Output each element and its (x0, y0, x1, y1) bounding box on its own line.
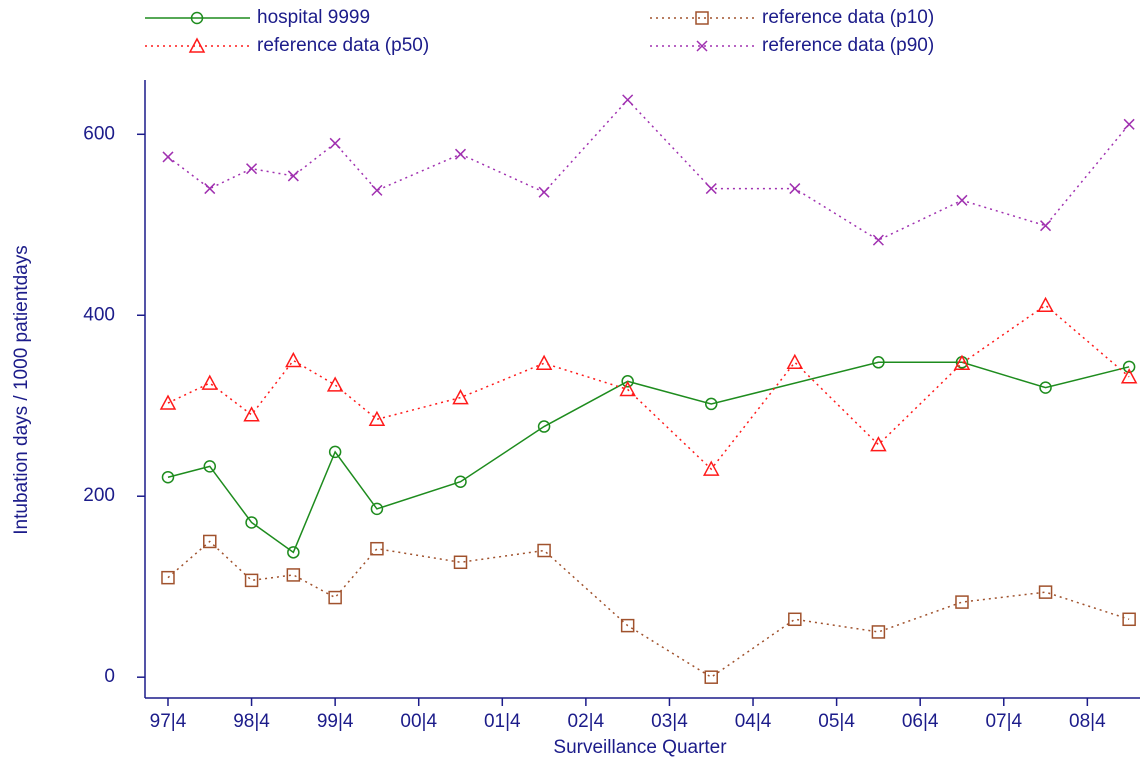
x-tick-label: 01|4 (484, 711, 521, 732)
marker (695, 11, 709, 25)
marker (537, 543, 551, 558)
x-tick-label: 02|4 (568, 711, 605, 732)
marker (1040, 220, 1052, 232)
marker (188, 37, 206, 53)
marker (788, 612, 802, 627)
x-tick-label: 08|4 (1069, 711, 1106, 732)
marker (535, 354, 553, 370)
marker (452, 389, 469, 405)
marker (786, 353, 804, 370)
y-tick-label: 0 (104, 666, 115, 687)
marker (702, 460, 720, 476)
x-tick-label: 97|4 (150, 711, 187, 732)
x-tick-label: 04|4 (735, 711, 772, 732)
x-tick-label: 98|4 (233, 711, 270, 732)
legend-label: reference data (p10) (762, 7, 934, 28)
marker (956, 194, 968, 206)
marker (285, 351, 302, 368)
marker (368, 410, 386, 427)
y-tick-label: 600 (83, 123, 115, 144)
y-tick-label: 400 (83, 304, 115, 325)
marker (287, 170, 299, 182)
marker (245, 516, 258, 529)
marker (620, 618, 635, 633)
series-line (167, 98, 1130, 242)
marker (872, 234, 884, 246)
marker (1122, 360, 1136, 374)
legend-label: hospital 9999 (257, 7, 370, 28)
marker (203, 534, 217, 549)
marker (1039, 381, 1052, 394)
marker (953, 354, 971, 370)
x-tick-label: 06|4 (902, 711, 939, 732)
x-tick-label: 07|4 (985, 711, 1022, 732)
marker (537, 420, 551, 433)
marker (370, 502, 384, 516)
marker (454, 475, 467, 488)
marker (453, 555, 468, 570)
marker (328, 445, 342, 459)
marker (1120, 368, 1138, 384)
marker (955, 595, 969, 609)
marker (162, 151, 174, 163)
marker (705, 183, 717, 195)
series-line (167, 361, 1130, 554)
marker (704, 397, 718, 411)
marker (371, 184, 383, 196)
marker (1122, 612, 1136, 627)
marker (871, 625, 886, 639)
legend-label: reference data (p90) (762, 35, 934, 56)
marker (538, 186, 550, 198)
marker (870, 436, 887, 452)
x-tick-label: 03|4 (651, 711, 688, 732)
marker (621, 375, 634, 388)
y-axis-label: Intubation days / 1000 patientdays (11, 245, 32, 534)
marker (329, 137, 341, 149)
x-tick-label: 05|4 (818, 711, 855, 732)
marker (328, 590, 342, 605)
marker (326, 376, 344, 392)
marker (1123, 118, 1135, 130)
marker (244, 573, 259, 588)
marker (619, 380, 636, 397)
marker (454, 148, 467, 160)
marker (704, 670, 718, 684)
marker (622, 94, 634, 106)
marker (370, 541, 384, 556)
marker (1037, 296, 1054, 313)
marker (872, 356, 885, 369)
x-tick-label: 99|4 (317, 711, 354, 732)
x-tick-label: 00|4 (400, 711, 437, 732)
marker (789, 183, 801, 195)
x-axis-label: Surveillance Quarter (553, 737, 727, 758)
legend-label: reference data (p50) (257, 35, 429, 56)
marker (243, 406, 260, 422)
marker (696, 40, 708, 52)
marker (286, 568, 301, 582)
marker (201, 374, 219, 390)
marker (204, 183, 216, 195)
marker (246, 163, 258, 175)
marker (287, 546, 300, 559)
marker (159, 394, 177, 410)
marker (161, 570, 175, 585)
marker (190, 11, 204, 25)
marker (203, 460, 217, 473)
y-tick-label: 200 (83, 485, 115, 506)
marker (161, 470, 175, 484)
marker (1038, 585, 1053, 599)
series-line (167, 540, 1130, 679)
series-line (167, 304, 1130, 471)
